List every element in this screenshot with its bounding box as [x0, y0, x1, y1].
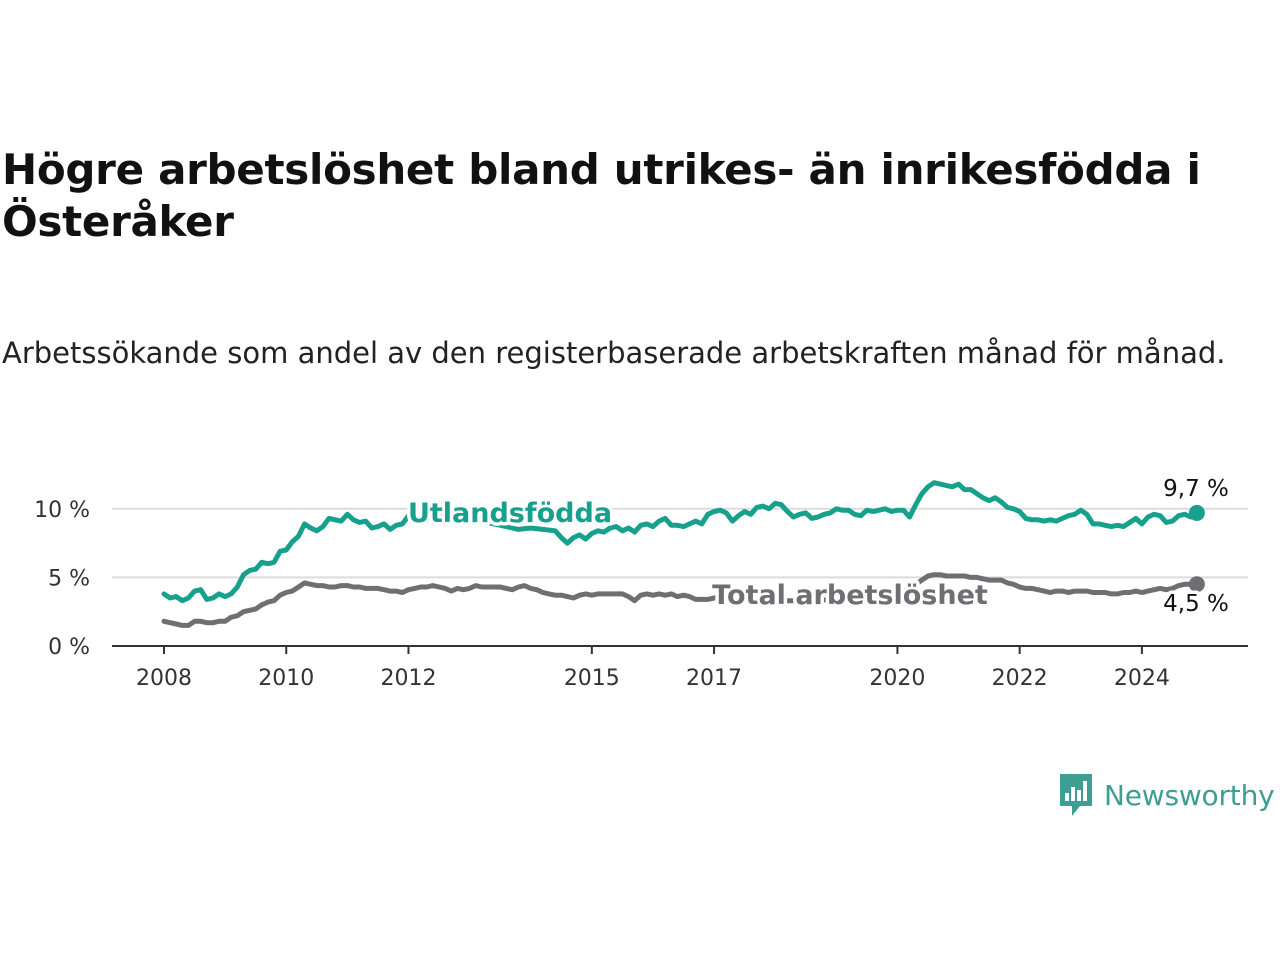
x-axis: 2008 2010 2012 2015 2017 2020 2022 2024 [112, 645, 1248, 691]
x-tick-label: 2022 [992, 666, 1048, 691]
x-tick-label: 2008 [136, 666, 192, 691]
grid-lines [112, 507, 1248, 579]
foreign-born-line [161, 480, 1200, 604]
chart-subtitle: Arbetssökande som andel av den registerb… [2, 336, 1226, 370]
x-tick-label: 2024 [1114, 666, 1170, 691]
y-tick-label: 10 % [34, 498, 90, 523]
newsworthy-logo-icon [1060, 774, 1092, 816]
series-label-foreign: Utlandsfödda [408, 498, 612, 529]
end-label-total: 4,5 % [1163, 591, 1229, 617]
series-end-point [1188, 576, 1205, 593]
x-tick-label: 2020 [869, 666, 925, 691]
series-label-total: Total arbetslöshet [712, 580, 988, 611]
x-tick-label: 2015 [564, 666, 620, 691]
y-axis-labels: 0 % 5 % 10 % [34, 498, 90, 660]
y-tick-label: 5 % [48, 566, 90, 591]
x-tick-label: 2017 [686, 666, 742, 691]
x-tick-label: 2010 [258, 666, 314, 691]
series-label-total-halo: Total arbetslöshet [712, 580, 988, 611]
series-lines [161, 480, 1205, 628]
brand-name: Newsworthy [1104, 778, 1275, 812]
chart-title: Högre arbetslöshet bland utrikes- än inr… [2, 145, 1201, 246]
series-label-foreign-halo: Utlandsfödda [408, 498, 612, 529]
line-chart: 0 %5 %10 % 2008 2010 2012 2015 2017 2020 2022 2… [34, 473, 1248, 691]
end-label-foreign-halo: 9,7 % [1163, 476, 1229, 502]
newsworthy-logo: Newsworthy [1058, 772, 1275, 818]
total-unemployment-line [161, 572, 1200, 628]
y-tick-label: 0 % [48, 635, 90, 660]
end-label-foreign: 9,7 % [1163, 476, 1229, 502]
end-label-total-halo: 4,5 % [1163, 591, 1229, 617]
x-tick-label: 2012 [380, 666, 436, 691]
series-end-point [1188, 504, 1205, 521]
